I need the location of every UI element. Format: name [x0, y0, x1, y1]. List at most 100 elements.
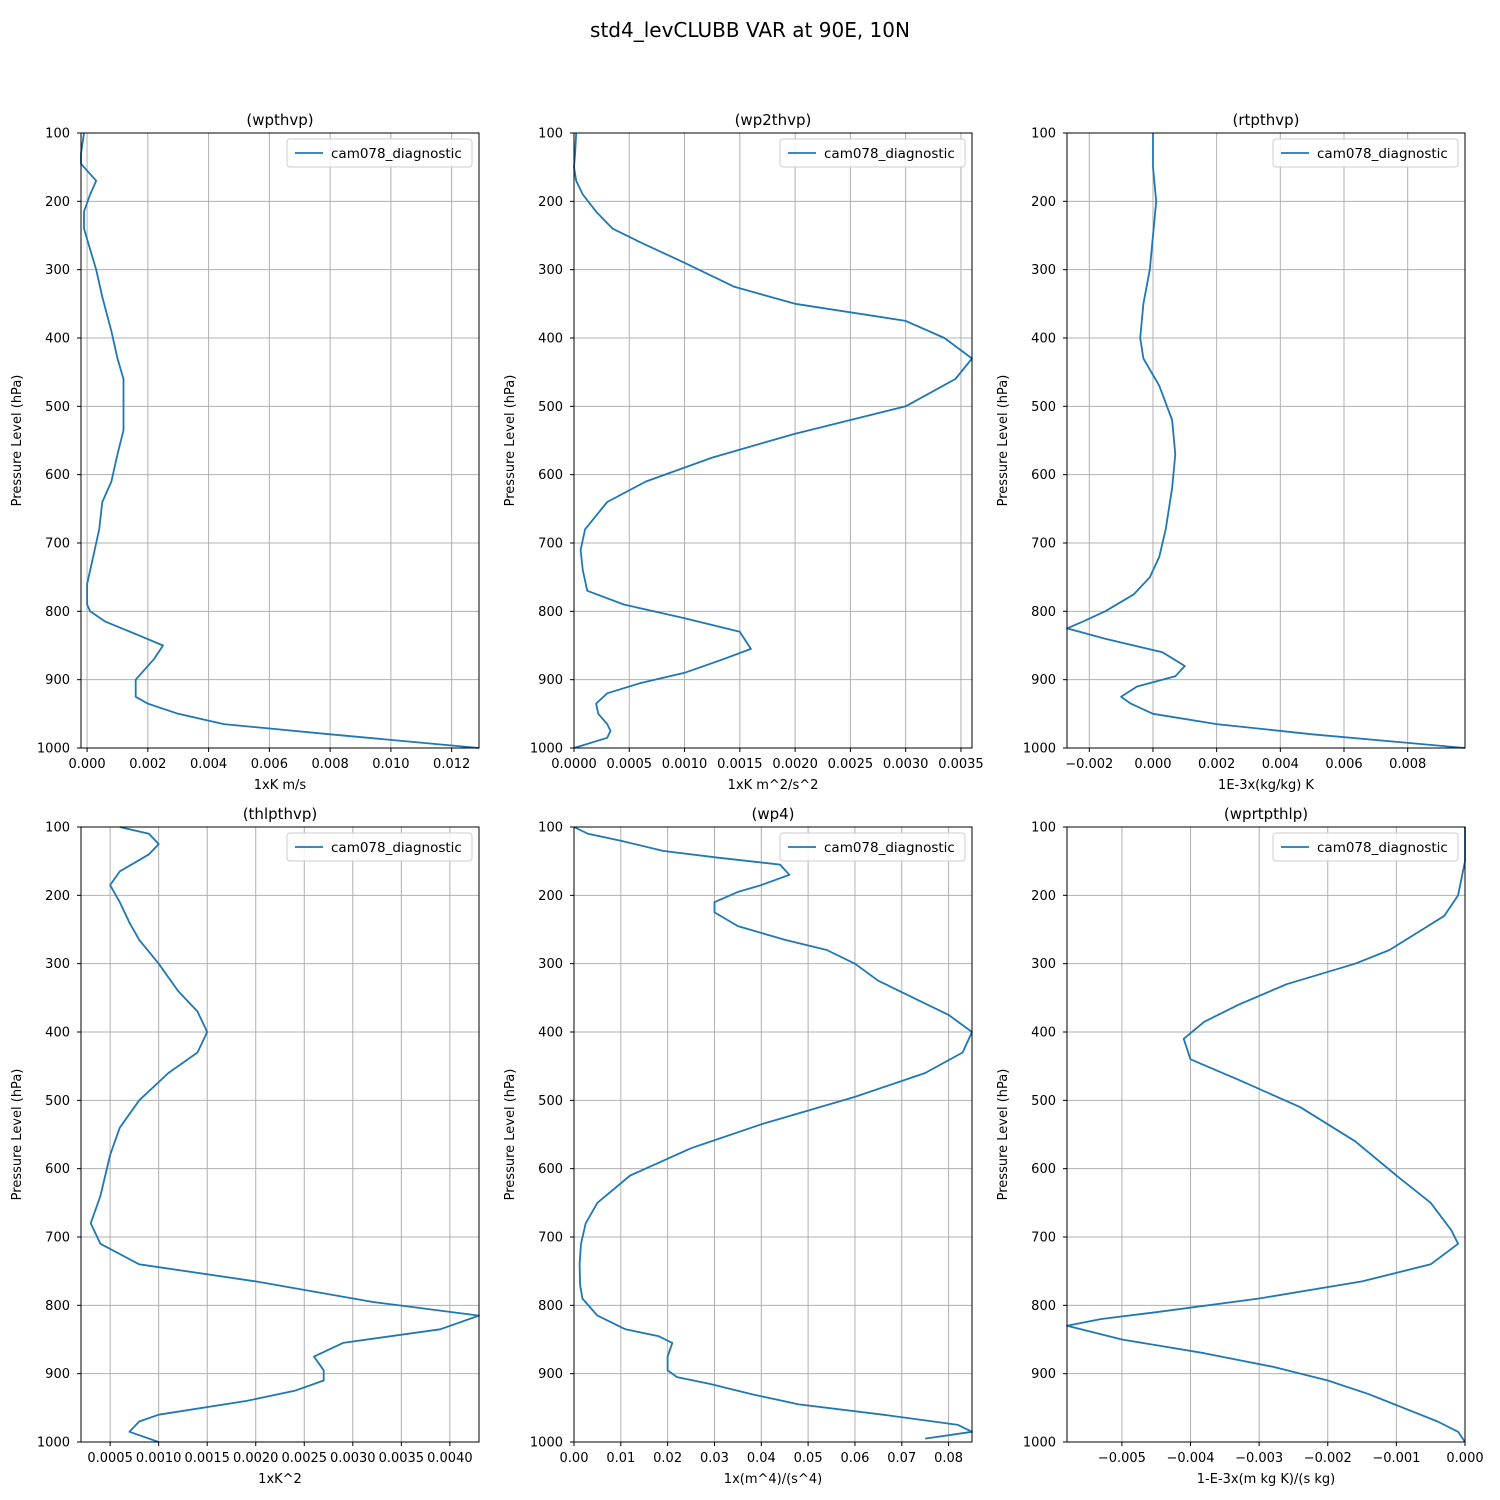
y-tick-label: 900 — [538, 673, 563, 688]
y-tick-label: 200 — [1031, 195, 1056, 210]
axes-frame — [573, 132, 973, 749]
y-tick-label: 700 — [538, 1231, 563, 1246]
y-tick-label: 600 — [45, 468, 70, 483]
series-line-1 — [573, 132, 973, 749]
x-tick-label: 0.07 — [887, 1451, 916, 1466]
series-line-1 — [89, 826, 480, 1443]
y-tick-label: 300 — [45, 957, 70, 972]
y-axis-label: Pressure Level (hPa) — [996, 375, 1011, 507]
y-tick-label: 1000 — [37, 1436, 70, 1451]
y-tick-label: 700 — [45, 1231, 70, 1246]
axes-frame — [1066, 132, 1466, 749]
panel-5: 0.00 0.01 0.02 0.03 0.04 0.05 0.06 0.07 0.08 100 2… — [503, 805, 973, 1487]
y-tick-label: 200 — [45, 889, 70, 904]
legend-label: cam078_diagnostic — [331, 840, 462, 856]
y-axis-label: Pressure Level (hPa) — [10, 1069, 25, 1201]
x-tick-label: 0.04 — [747, 1451, 776, 1466]
y-tick-label: 100 — [1031, 821, 1056, 836]
y-tick-label: 600 — [538, 468, 563, 483]
legend-label: cam078_diagnostic — [1317, 840, 1448, 856]
y-tick-label: 700 — [1031, 1231, 1056, 1246]
y-tick-label: 100 — [538, 127, 563, 142]
legend-label: cam078_diagnostic — [824, 146, 955, 162]
y-tick-label: 500 — [538, 400, 563, 415]
x-tick-label: 0.0005 — [607, 757, 653, 772]
y-tick-label: 200 — [1031, 889, 1056, 904]
panel-6: −0.005 −0.004 −0.003 −0.002 −0.001 0.000 100 20… — [996, 805, 1484, 1487]
y-tick-label: 900 — [45, 673, 70, 688]
y-tick-label: 600 — [1031, 468, 1056, 483]
x-tick-label: 0.08 — [934, 1451, 963, 1466]
legend-box — [286, 138, 473, 168]
x-tick-label: 0.0020 — [233, 1451, 279, 1466]
x-tick-label: 0.012 — [433, 757, 470, 772]
y-tick-label: 100 — [45, 127, 70, 142]
x-tick-label: 0.0030 — [330, 1451, 376, 1466]
x-tick-label: −0.002 — [1304, 1451, 1352, 1466]
x-tick-label: 0.01 — [606, 1451, 635, 1466]
series-line-1 — [80, 132, 480, 749]
y-tick-label: 300 — [538, 263, 563, 278]
y-tick-label: 300 — [1031, 957, 1056, 972]
y-tick-label: 1000 — [530, 742, 563, 757]
y-tick-label: 800 — [538, 1299, 563, 1314]
legend: cam078_diagnostic — [286, 138, 473, 168]
y-tick-label: 200 — [538, 195, 563, 210]
x-tick-label: 0.0010 — [136, 1451, 182, 1466]
series-line-1 — [573, 826, 973, 1440]
y-tick-label: 1000 — [1023, 742, 1056, 757]
y-tick-label: 900 — [45, 1367, 70, 1382]
panel-4: 0.0005 0.0010 0.0015 0.0020 0.0025 0.0030 0.00… — [10, 805, 480, 1487]
panel-title: (thlpthvp) — [243, 805, 318, 823]
x-tick-label: 0.0020 — [772, 757, 818, 772]
y-tick-label: 400 — [538, 332, 563, 347]
x-tick-label: 0.006 — [1325, 757, 1362, 772]
x-tick-label: 0.06 — [840, 1451, 869, 1466]
y-tick-label: 900 — [1031, 1367, 1056, 1382]
x-tick-label: 0.0040 — [427, 1451, 473, 1466]
x-tick-label: −0.001 — [1372, 1451, 1420, 1466]
y-tick-label: 600 — [538, 1162, 563, 1177]
x-tick-label: 0.05 — [794, 1451, 823, 1466]
y-axis-label: Pressure Level (hPa) — [10, 375, 25, 507]
y-tick-label: 600 — [45, 1162, 70, 1177]
x-tick-label: −0.003 — [1235, 1451, 1283, 1466]
x-tick-label: −0.005 — [1098, 1451, 1146, 1466]
x-tick-label: 0.000 — [68, 757, 105, 772]
legend: cam078_diagnostic — [779, 832, 966, 862]
axes-frame — [80, 132, 480, 749]
x-tick-label: 0.03 — [700, 1451, 729, 1466]
x-axis-label: 1E-3x(kg/kg) K — [1218, 778, 1314, 793]
legend-box — [779, 138, 966, 168]
y-tick-label: 300 — [538, 957, 563, 972]
panel-title: (wp4) — [751, 805, 794, 823]
y-axis-label: Pressure Level (hPa) — [996, 1069, 1011, 1201]
y-tick-label: 800 — [45, 605, 70, 620]
axes-frame — [573, 826, 973, 1443]
panel-1: 0.000 0.002 0.004 0.006 0.008 0.010 0.012 100 20… — [10, 111, 480, 793]
x-tick-label: 0.000 — [1134, 757, 1171, 772]
x-tick-label: 0.0035 — [938, 757, 984, 772]
legend-box — [286, 832, 473, 862]
panel-title: (wpthvp) — [246, 111, 313, 129]
legend-label: cam078_diagnostic — [331, 146, 462, 162]
x-axis-label: 1xK m/s — [254, 778, 307, 793]
legend-box — [1272, 138, 1459, 168]
y-tick-label: 1000 — [530, 1436, 563, 1451]
x-tick-label: 0.002 — [129, 757, 166, 772]
y-tick-label: 300 — [45, 263, 70, 278]
x-tick-label: −0.004 — [1166, 1451, 1214, 1466]
x-tick-label: 0.008 — [1389, 757, 1426, 772]
y-tick-label: 700 — [45, 537, 70, 552]
x-tick-label: 0.00 — [560, 1451, 589, 1466]
y-tick-label: 400 — [1031, 332, 1056, 347]
legend: cam078_diagnostic — [1272, 832, 1459, 862]
y-tick-label: 500 — [1031, 400, 1056, 415]
x-tick-label: 0.0015 — [717, 757, 763, 772]
y-tick-label: 600 — [1031, 1162, 1056, 1177]
x-tick-label: 0.006 — [251, 757, 288, 772]
y-tick-label: 400 — [1031, 1026, 1056, 1041]
legend-label: cam078_diagnostic — [824, 840, 955, 856]
series-line-1 — [1066, 133, 1466, 749]
